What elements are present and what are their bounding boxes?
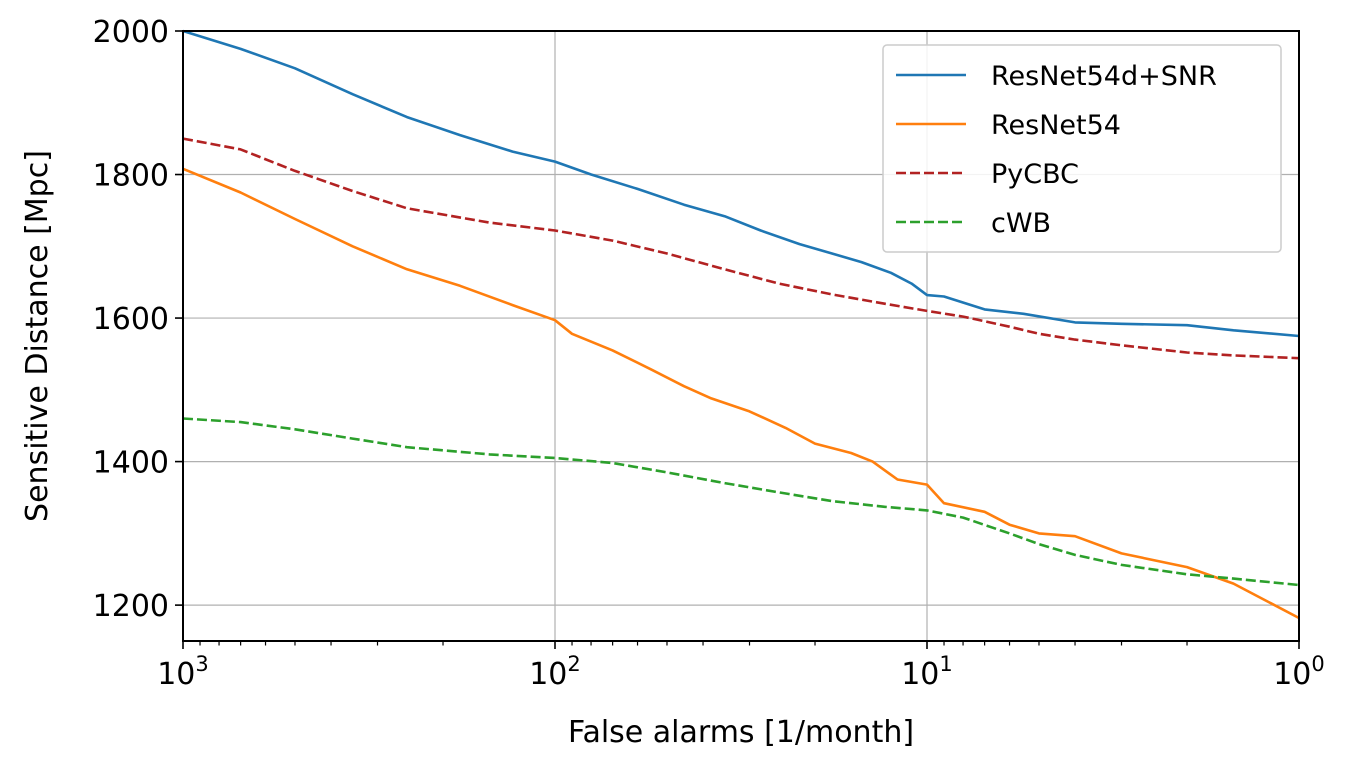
x-axis-label: False alarms [1/month]: [568, 715, 914, 750]
x-tick-label: 101: [901, 652, 953, 692]
legend-label: ResNet54: [991, 110, 1121, 141]
x-tick-label: 100: [1273, 652, 1325, 692]
series-lines: [182, 29, 1300, 620]
legend-label: cWB: [991, 208, 1051, 239]
series-line: [182, 29, 1300, 338]
y-tick-label: 2000: [93, 15, 169, 50]
series-line: [182, 417, 1300, 587]
legend-label: PyCBC: [991, 159, 1079, 190]
series-line: [182, 167, 1300, 620]
y-tick-label: 1200: [93, 589, 169, 624]
y-tick-label: 1400: [93, 446, 169, 481]
series-line: [182, 137, 1300, 360]
y-axis-label: Sensitive Distance [Mpc]: [20, 150, 55, 522]
x-tick-label: 103: [157, 652, 209, 692]
legend: ResNet54d+SNR ResNet54 PyCBC cWB: [882, 44, 1282, 253]
y-tick-label: 1800: [93, 159, 169, 194]
legend-label: ResNet54d+SNR: [991, 61, 1217, 92]
x-axis: 103 102 101 100: [157, 641, 1325, 692]
y-tick-label: 1600: [93, 302, 169, 337]
y-axis: 1200 1400 1600 1800 2000: [93, 15, 183, 624]
x-tick-label: 102: [529, 652, 581, 692]
plot-frame: [182, 30, 1300, 642]
legend-box: [882, 44, 1282, 253]
